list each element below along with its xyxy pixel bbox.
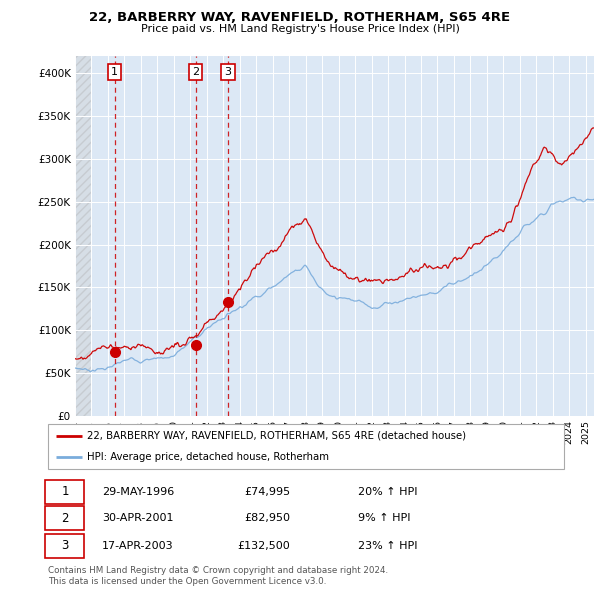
Text: 29-MAY-1996: 29-MAY-1996 xyxy=(102,487,175,497)
Text: 3: 3 xyxy=(224,67,232,77)
Bar xyxy=(75,56,91,416)
Text: £82,950: £82,950 xyxy=(245,513,290,523)
Text: 1: 1 xyxy=(61,486,69,499)
Text: 1: 1 xyxy=(111,67,118,77)
FancyBboxPatch shape xyxy=(46,480,84,504)
Text: 22, BARBERRY WAY, RAVENFIELD, ROTHERHAM, S65 4RE: 22, BARBERRY WAY, RAVENFIELD, ROTHERHAM,… xyxy=(89,11,511,24)
FancyBboxPatch shape xyxy=(46,506,84,530)
Text: £132,500: £132,500 xyxy=(238,541,290,551)
FancyBboxPatch shape xyxy=(48,424,564,469)
Text: HPI: Average price, detached house, Rotherham: HPI: Average price, detached house, Roth… xyxy=(86,452,329,462)
Text: 17-APR-2003: 17-APR-2003 xyxy=(102,541,174,551)
Text: 2: 2 xyxy=(192,67,199,77)
Text: 9% ↑ HPI: 9% ↑ HPI xyxy=(358,513,410,523)
Text: 20% ↑ HPI: 20% ↑ HPI xyxy=(358,487,417,497)
Text: 30-APR-2001: 30-APR-2001 xyxy=(102,513,173,523)
Text: 22, BARBERRY WAY, RAVENFIELD, ROTHERHAM, S65 4RE (detached house): 22, BARBERRY WAY, RAVENFIELD, ROTHERHAM,… xyxy=(86,431,466,441)
Text: £74,995: £74,995 xyxy=(244,487,290,497)
Text: 23% ↑ HPI: 23% ↑ HPI xyxy=(358,541,417,551)
Text: 2: 2 xyxy=(61,512,69,525)
Text: 3: 3 xyxy=(61,539,69,552)
FancyBboxPatch shape xyxy=(46,534,84,558)
Text: Contains HM Land Registry data © Crown copyright and database right 2024.
This d: Contains HM Land Registry data © Crown c… xyxy=(48,566,388,586)
Text: Price paid vs. HM Land Registry's House Price Index (HPI): Price paid vs. HM Land Registry's House … xyxy=(140,24,460,34)
